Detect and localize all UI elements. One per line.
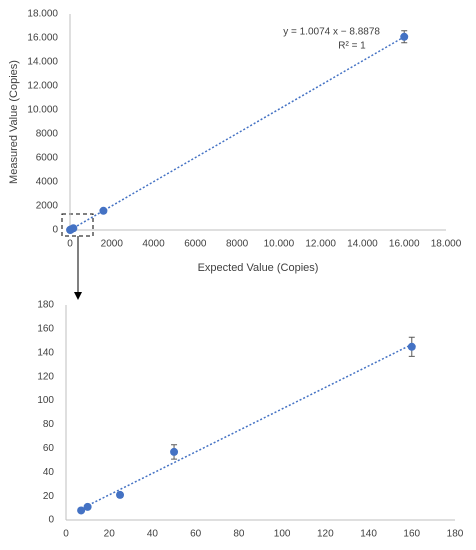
x-tick-label: 20 [104, 529, 116, 540]
zoom-box [61, 213, 94, 237]
data-point [170, 447, 179, 456]
x-axis-title: Expected Value (Copies) [198, 262, 319, 274]
x-tick-label: 0 [63, 529, 69, 540]
y-tick-label: 14.000 [27, 57, 58, 68]
y-tick-label: 40 [43, 467, 55, 478]
data-point [99, 206, 108, 215]
x-tick-label: 8000 [226, 239, 249, 250]
annotation: R² = 1 [338, 41, 366, 52]
x-tick-label: 0 [67, 239, 73, 250]
x-tick-label: 160 [403, 529, 420, 540]
trendline [80, 343, 413, 510]
y-tick-label: 20 [43, 491, 55, 502]
data-point [77, 506, 86, 515]
y-tick-label: 120 [37, 371, 54, 382]
x-tick-label: 16.000 [389, 239, 420, 250]
x-tick-label: 10.000 [264, 239, 295, 250]
data-point [116, 490, 125, 499]
x-tick-label: 2000 [101, 239, 124, 250]
y-tick-label: 6000 [36, 153, 59, 164]
data-point [83, 502, 92, 511]
x-tick-label: 40 [147, 529, 159, 540]
x-tick-label: 4000 [142, 239, 165, 250]
y-tick-label: 0 [48, 515, 54, 526]
y-tick-label: 18.000 [27, 9, 58, 20]
y-tick-label: 8000 [36, 129, 59, 140]
arrow-head [74, 292, 82, 300]
x-tick-label: 140 [360, 529, 377, 540]
data-point [69, 224, 78, 233]
x-tick-label: 100 [274, 529, 291, 540]
y-tick-label: 16.000 [27, 33, 58, 44]
x-tick-label: 14.000 [347, 239, 378, 250]
y-tick-label: 160 [37, 324, 54, 335]
x-tick-label: 180 [447, 529, 464, 540]
x-tick-label: 6000 [184, 239, 207, 250]
x-tick-label: 80 [233, 529, 245, 540]
x-tick-label: 12.000 [305, 239, 336, 250]
y-tick-label: 100 [37, 395, 54, 406]
trendline [69, 36, 405, 231]
data-point [400, 32, 409, 41]
y-tick-label: 12.000 [27, 81, 58, 92]
y-tick-label: 80 [43, 419, 55, 430]
x-tick-label: 60 [190, 529, 202, 540]
x-tick-label: 120 [317, 529, 334, 540]
y-axis-title: Measured Value (Copies) [8, 60, 20, 184]
y-tick-label: 140 [37, 347, 54, 358]
y-tick-label: 0 [52, 225, 58, 236]
annotation: y = 1.0074 x − 8.8878 [283, 27, 380, 38]
y-tick-label: 180 [37, 300, 54, 311]
x-tick-label: 18.000 [431, 239, 462, 250]
data-point [407, 342, 416, 351]
y-tick-label: 4000 [36, 177, 59, 188]
y-tick-label: 60 [43, 443, 55, 454]
y-tick-label: 2000 [36, 201, 59, 212]
y-tick-label: 10.000 [27, 105, 58, 116]
